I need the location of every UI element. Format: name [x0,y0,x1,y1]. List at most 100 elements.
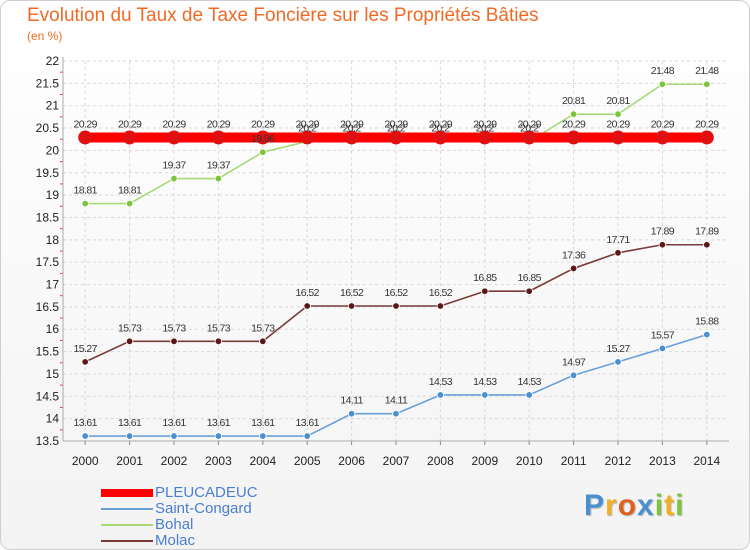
x-tick-label: 2006 [338,454,365,468]
data-point-pleucadeuc [344,130,359,145]
y-tick-label: 18.5 [36,210,60,224]
x-tick-label: 2011 [561,454,587,468]
logo-letter: r [605,489,618,522]
data-point-saint-congard [125,432,134,440]
data-label-bohal: 20.2 [520,122,539,134]
x-tick-label: 2000 [72,454,99,468]
data-label-saint-congard: 14.11 [340,395,363,407]
axes [60,57,729,445]
data-point-saint-congard [170,432,178,440]
legend-label: Saint-Congard [155,500,252,517]
data-label-molac: 15.73 [251,322,275,334]
data-label-saint-congard: 13.61 [162,417,186,429]
data-label-molac: 16.52 [340,287,364,299]
data-point-saint-congard [703,330,711,339]
data-label-molac: 16.52 [384,287,408,299]
legend-item: Molac [101,532,361,549]
data-label-bohal: 20.2 [431,122,450,134]
logo-letter: i [675,489,685,522]
data-point-pleucadeuc [78,130,93,145]
data-point-molac [525,287,533,295]
legend-item: Saint-Congard [101,500,361,517]
x-tick-label: 2014 [693,454,720,468]
data-label-saint-congard: 14.53 [518,376,542,388]
data-point-molac [569,264,578,273]
x-tick-label: 2012 [605,454,632,468]
legend-swatch [101,489,153,497]
data-label-pleucadeuc: 20.29 [518,118,542,130]
data-label-pleucadeuc: 20.29 [74,118,98,130]
data-label-pleucadeuc: 20.29 [118,118,142,130]
data-label-saint-congard: 14.97 [562,356,586,368]
data-point-molac [658,241,667,249]
data-point-saint-congard [259,432,267,440]
data-point-bohal [214,174,223,183]
grid-lines [63,60,729,442]
data-point-molac [259,337,267,346]
y-tick-label: 22 [46,54,60,68]
y-tick-label: 18 [46,233,60,247]
data-point-molac [303,302,311,310]
data-point-pleucadeuc [477,130,492,145]
x-tick-label: 2003 [205,454,232,468]
legend-label: Bohal [155,516,194,533]
data-point-pleucadeuc [389,130,403,145]
data-point-molac [170,337,178,346]
x-tick-label: 2004 [249,454,276,468]
data-point-bohal [170,174,178,183]
data-label-molac: 16.52 [296,287,320,299]
data-label-pleucadeuc: 20.29 [606,118,630,130]
data-point-pleucadeuc [433,130,448,145]
legend-swatch [101,524,153,526]
data-point-saint-congard [392,410,400,418]
data-point-molac [703,241,711,249]
data-point-pleucadeuc [566,130,581,145]
data-point-saint-congard [614,358,622,366]
data-point-pleucadeuc [699,130,714,145]
data-label-molac: 15.73 [207,322,231,334]
data-label-saint-congard: 13.61 [207,417,231,429]
data-point-saint-congard [658,344,667,353]
y-tick-label: 15 [46,367,60,381]
data-label-saint-congard: 15.57 [651,329,675,341]
data-point-saint-congard [436,391,445,399]
legend-label: PLEUCADEUC [155,484,258,501]
legend: PLEUCADEUC Saint-Congard Bohal Molac [101,484,361,549]
data-label-bohal: 21.48 [695,65,719,77]
data-label-pleucadeuc: 20.29 [207,118,231,130]
data-point-pleucadeuc [522,130,537,145]
data-label-bohal: 20.2 [476,122,495,134]
data-point-pleucadeuc [300,130,315,145]
y-tick-label: 14.5 [36,389,60,403]
data-label-pleucadeuc: 20.29 [562,118,586,130]
x-tick-label: 2008 [427,454,454,468]
data-label-saint-congard: 15.88 [695,316,719,328]
y-tick-label: 15.5 [36,345,60,359]
x-tick-label: 2013 [649,454,676,468]
x-tick-label: 2005 [294,454,321,468]
data-point-molac [436,302,445,310]
logo-letter: x [637,489,655,522]
x-tick-label: 2009 [471,454,498,468]
data-point-saint-congard [81,432,89,440]
data-label-molac: 16.52 [429,287,453,299]
x-tick-label: 2010 [516,454,543,468]
y-tick-label: 19.5 [36,166,60,180]
data-point-pleucadeuc [211,130,226,145]
data-labels: 13.61 13.61 13.61 13.61 13.61 13.61 14.11 14.11… [74,65,720,429]
data-label-molac: 17.71 [606,234,630,246]
data-label-molac: 16.85 [473,272,497,284]
data-point-bohal [259,148,267,156]
data-label-pleucadeuc: 20.29 [384,118,408,130]
data-point-saint-congard [347,410,356,418]
y-tick-label: 20.5 [36,121,60,135]
logo-letter: t [664,489,676,522]
x-tick-label: 2001 [116,454,143,468]
data-label-pleucadeuc: 20.29 [695,118,719,130]
data-label-bohal: 20.81 [606,95,630,107]
data-label-pleucadeuc: 20.29 [251,118,275,130]
data-label-bohal: 19.96 [251,133,275,145]
data-point-bohal [658,80,667,88]
proxiti-logo: Proxiti [584,489,684,523]
